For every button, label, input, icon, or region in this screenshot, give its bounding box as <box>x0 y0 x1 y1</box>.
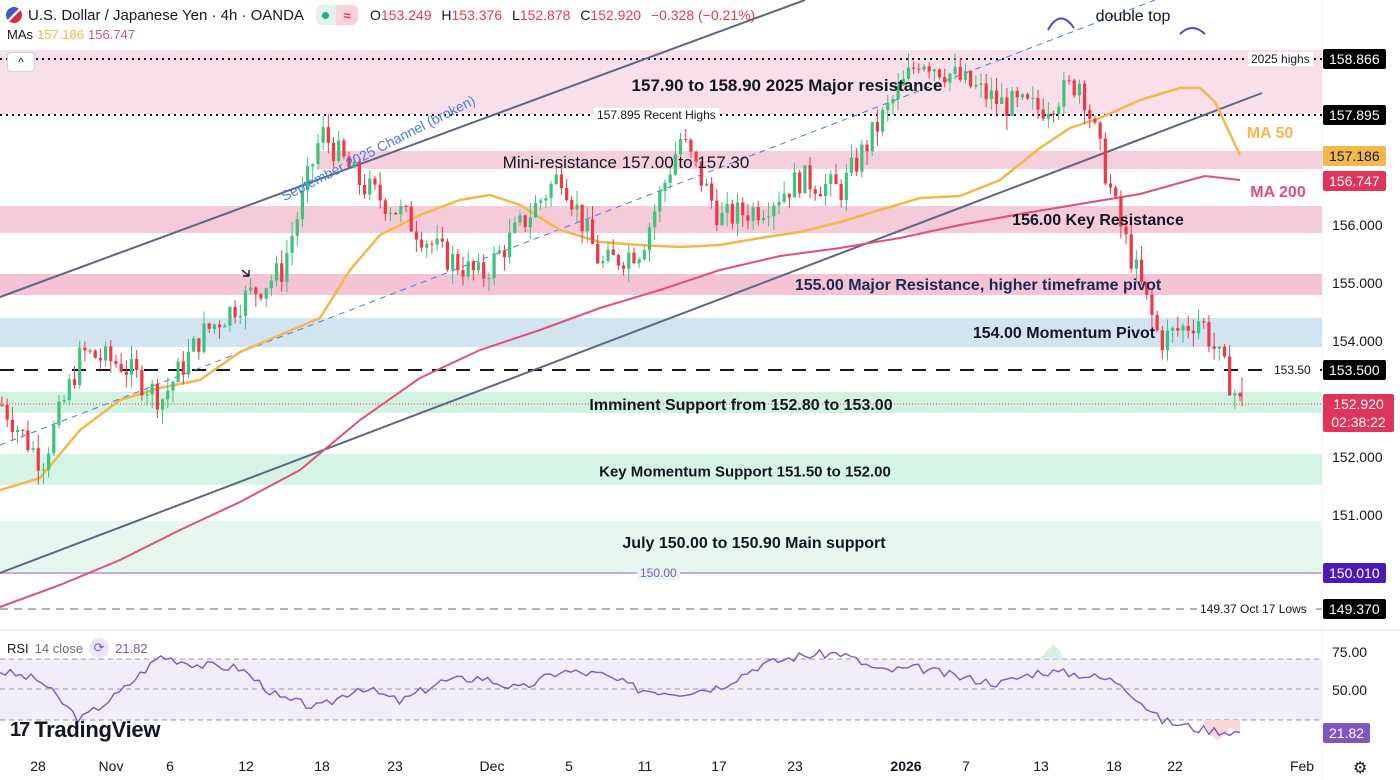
status-pill[interactable]: ≈ <box>315 5 358 25</box>
price-tag-ma200: 156.747 <box>1323 171 1386 191</box>
channel-lower-line <box>0 92 1263 574</box>
double-top-label: double top <box>1095 8 1171 25</box>
time-tick: 18 <box>1106 758 1122 774</box>
price-tag-2025-highs: 158.866 <box>1323 49 1386 69</box>
rsi-legend[interactable]: RSI 14 close ⟳ 21.82 <box>7 638 148 658</box>
chevron-up-icon: ^ <box>18 55 24 69</box>
price-tag-recent-highs: 157.895 <box>1323 105 1386 125</box>
time-tick: Feb <box>1289 758 1315 774</box>
symbol-title[interactable]: U.S. Dollar / Japanese Yen · 4h · OANDA <box>28 6 304 24</box>
settings-gear-icon[interactable]: ⚙ <box>1353 760 1368 777</box>
symbol-legend[interactable]: U.S. Dollar / Japanese Yen · 4h · OANDA … <box>6 4 761 26</box>
price-tick: 154.000 <box>1332 333 1383 349</box>
bar-countdown: 02:38:22 <box>1331 414 1386 430</box>
collapse-legend-button[interactable]: ^ <box>7 52 35 72</box>
level-153-50-label: 153.50 <box>1271 363 1314 377</box>
price-tick: 156.000 <box>1332 217 1383 233</box>
double-top-arc-1 <box>1047 17 1075 31</box>
recent-highs-label: 157.895 Recent Highs <box>594 108 719 122</box>
rsi-overbought-fill <box>1040 644 1063 659</box>
time-tick: Dec <box>479 758 505 774</box>
momentum-pivot-label: 154.00 Momentum Pivot <box>972 325 1156 342</box>
price-tag-153-50: 153.500 <box>1323 360 1386 380</box>
major-pivot-label: 155.00 Major Resistance, higher timefram… <box>794 277 1162 294</box>
rsi-value: 21.82 <box>115 640 148 656</box>
zone-mini-resistance <box>318 151 1322 169</box>
time-tick: 2026 <box>890 758 922 774</box>
price-tick: 155.000 <box>1332 275 1383 291</box>
rsi-line <box>0 648 1241 737</box>
zone-major-resistance <box>0 50 1322 114</box>
ma50-label: MA 50 <box>1246 125 1294 142</box>
price-tick: 151.000 <box>1332 507 1383 523</box>
2025-highs-label: 2025 highs <box>1248 52 1313 66</box>
last-price-value: 152.920 <box>1333 396 1384 412</box>
time-tick: 5 <box>565 758 573 774</box>
price-tag-last: 152.920 02:38:22 <box>1323 394 1394 432</box>
market-open-dot-icon <box>315 5 336 25</box>
ma50-line <box>0 86 1242 492</box>
ohlc-values: O153.249 H153.376 L152.878 C152.920 −0.3… <box>369 7 756 23</box>
channel-upper-line <box>0 0 806 298</box>
level-150-label: 150.00 <box>637 566 680 580</box>
ma200-line <box>0 174 1241 608</box>
zone-main-support <box>0 521 1322 573</box>
rsi-tag: 21.82 <box>1323 723 1371 743</box>
refresh-cycle-icon[interactable]: ⟳ <box>89 638 110 658</box>
ma200-label: MA 200 <box>1250 184 1306 201</box>
zone-imminent-support <box>0 392 1322 413</box>
time-tick: 23 <box>787 758 803 774</box>
rsi-tick: 50.00 <box>1332 682 1368 698</box>
arrow-marker <box>241 269 250 277</box>
price-change: −0.328 (−0.21%) <box>650 7 756 23</box>
time-tick: 11 <box>637 758 653 774</box>
oct-lows-label: 149.37 Oct 17 Lows <box>1197 602 1310 616</box>
mini-resistance-label: Mini-resistance 157.00 to 157.30 <box>502 153 750 172</box>
imminent-support-label: Imminent Support from 152.80 to 153.00 <box>589 397 893 414</box>
time-tick: 12 <box>238 758 254 774</box>
tradingview-mark-icon: 17 <box>10 718 30 741</box>
main-support-label: July 150.00 to 150.90 Main support <box>622 535 886 552</box>
time-tick: 23 <box>387 758 403 774</box>
price-tag-150: 150.010 <box>1323 563 1386 583</box>
usd-jpy-flag-icon <box>6 7 22 23</box>
zone-major-pivot <box>0 274 1322 295</box>
time-tick: 17 <box>711 758 727 774</box>
time-tick: Nov <box>98 758 124 774</box>
rsi-oversold-fill <box>1203 720 1240 741</box>
major-resistance-label: 157.90 to 158.90 2025 Major resistance <box>631 76 943 95</box>
time-tick: 22 <box>1167 758 1183 774</box>
price-tag-ma50: 157.186 <box>1323 146 1386 166</box>
candlesticks <box>0 53 1243 485</box>
price-tick: 152.000 <box>1332 449 1383 465</box>
approx-icon: ≈ <box>335 5 358 25</box>
ma50-legend-value: 157.186 <box>37 27 84 42</box>
double-top-arc-2 <box>1179 27 1206 35</box>
rsi-tick: 75.00 <box>1332 644 1368 660</box>
time-tick: 7 <box>962 758 970 774</box>
ma200-legend-value: 156.747 <box>88 27 135 42</box>
tradingview-logo[interactable]: 17 TradingView <box>10 717 161 742</box>
price-tag-oct-lows: 149.370 <box>1323 599 1386 619</box>
channel-mid-dashed-line <box>0 0 1156 446</box>
zone-momentum-pivot <box>0 318 1322 347</box>
ma-legend[interactable]: MAs 157.186 156.747 <box>7 27 135 42</box>
time-tick: 6 <box>166 758 174 774</box>
key-momentum-support-label: Key Momentum Support 151.50 to 152.00 <box>599 463 891 481</box>
key-resistance-label: 156.00 Key Resistance <box>1012 212 1184 229</box>
time-tick: 28 <box>30 758 46 774</box>
time-tick: 13 <box>1033 758 1049 774</box>
time-tick: 18 <box>314 758 330 774</box>
zone-key-momentum-support <box>0 454 1322 485</box>
